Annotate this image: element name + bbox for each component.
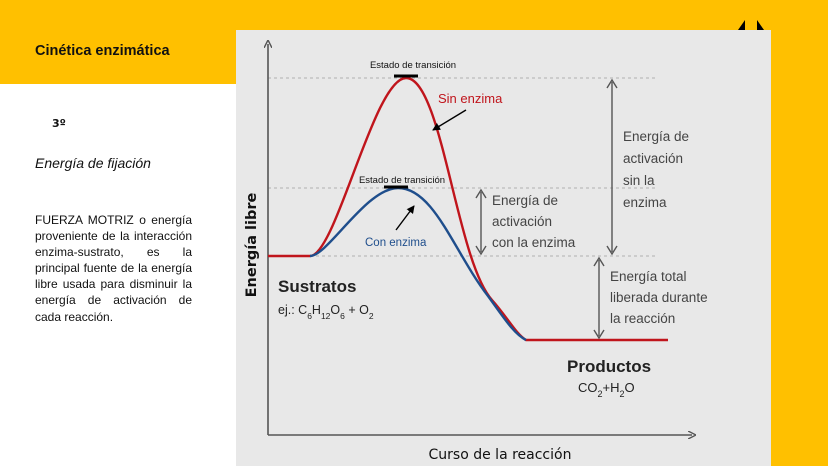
activation-without-enzyme-line-3: sin la xyxy=(623,173,655,188)
x-axis-label: Curso de la reacción xyxy=(429,447,572,463)
total-energy-line-2: liberada durante xyxy=(610,290,708,305)
total-energy-arrow xyxy=(593,256,605,340)
substrates-example: ej.: C6H12O6 + O2 xyxy=(278,303,374,321)
activation-with-enzyme-line-2: activación xyxy=(492,214,552,229)
body-paragraph: FUERZA MOTRIZ o energía proveniente de l… xyxy=(35,213,192,324)
total-energy-line-3: la reacción xyxy=(610,311,675,326)
activation-without-enzyme-line-1: Energía de xyxy=(623,129,689,144)
catalyzed-curve xyxy=(309,186,527,342)
activation-with-enzyme-line-3: con la enzima xyxy=(492,235,576,250)
slide-title: Cinética enzimática xyxy=(35,43,170,59)
transition-label-catalyzed: Estado de transición xyxy=(359,175,445,186)
catalyzed-pointer xyxy=(395,205,415,231)
total-energy-line-1: Energía total xyxy=(610,269,687,284)
products-formula: CO2+H2O xyxy=(578,380,635,399)
activation-without-enzyme-line-4: enzima xyxy=(623,195,667,210)
slide-subtitle: Energía de fijación xyxy=(35,155,151,171)
y-axis-label: Energía libre xyxy=(244,192,260,297)
right-accent-band xyxy=(771,0,828,466)
top-accent-band xyxy=(0,0,828,30)
activation-without-enzyme-arrow xyxy=(606,78,618,256)
energy-diagram: Estado de transición Estado de transició… xyxy=(236,30,771,466)
activation-without-enzyme-line-2: activación xyxy=(623,151,683,166)
uncatalyzed-label: Sin enzima xyxy=(438,91,503,106)
title-box xyxy=(0,30,236,84)
activation-with-enzyme-line-1: Energía de xyxy=(492,193,558,208)
uncatalyzed-curve xyxy=(268,76,668,342)
transition-label-uncatalyzed: Estado de transición xyxy=(370,60,456,71)
products-label: Productos xyxy=(567,357,651,376)
substrates-label: Sustratos xyxy=(278,277,356,296)
uncatalyzed-pointer xyxy=(432,109,467,131)
activation-with-enzyme-arrow xyxy=(475,188,487,256)
catalyzed-label: Con enzima xyxy=(365,237,427,249)
section-number: 3º xyxy=(52,117,66,130)
